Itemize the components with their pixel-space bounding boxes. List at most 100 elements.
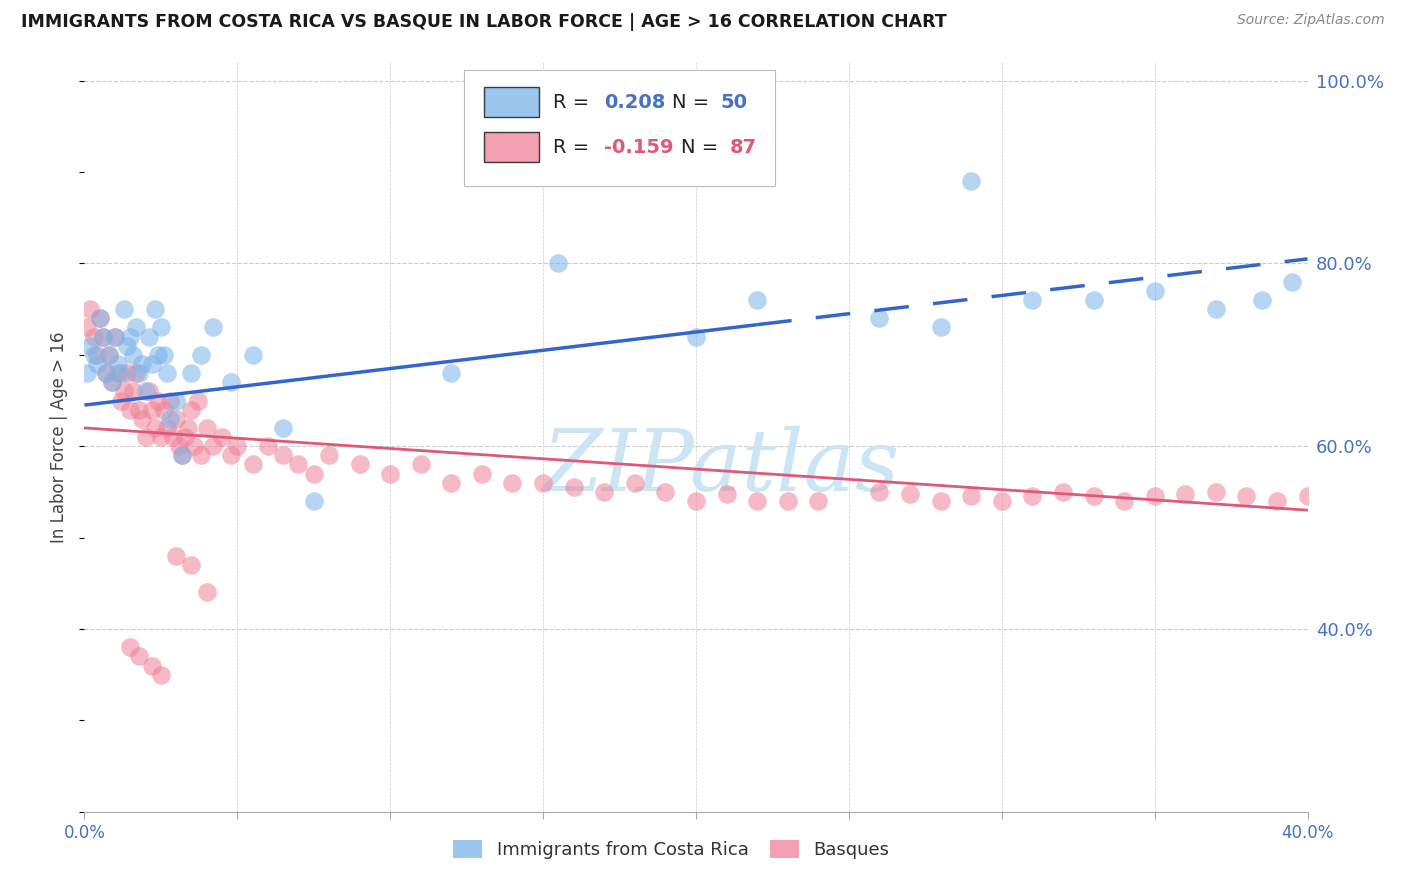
Point — [271, 421, 294, 435]
Point — [104, 329, 127, 343]
Text: IMMIGRANTS FROM COSTA RICA VS BASQUE IN LABOR FORCE | AGE > 16 CORRELATION CHART: IMMIGRANTS FROM COSTA RICA VS BASQUE IN … — [21, 13, 946, 31]
Point — [1250, 293, 1272, 307]
FancyBboxPatch shape — [484, 87, 540, 117]
Point — [97, 348, 120, 362]
Point — [138, 384, 160, 399]
Point — [138, 329, 160, 343]
Text: N =: N = — [682, 137, 724, 157]
Point — [180, 402, 202, 417]
Point — [1281, 275, 1303, 289]
Point — [107, 366, 129, 380]
Point — [1205, 484, 1227, 499]
Point — [201, 320, 224, 334]
Point — [91, 329, 114, 343]
Point — [115, 339, 138, 353]
Point — [125, 366, 148, 380]
Point — [101, 376, 124, 390]
Point — [318, 448, 340, 462]
Point — [79, 302, 101, 317]
Point — [94, 366, 117, 380]
Point — [471, 467, 494, 481]
Point — [156, 421, 179, 435]
Text: 0.208: 0.208 — [605, 93, 665, 112]
Point — [409, 458, 432, 472]
Point — [1265, 494, 1288, 508]
Point — [146, 348, 169, 362]
FancyBboxPatch shape — [484, 132, 540, 162]
Point — [190, 448, 212, 462]
Point — [1174, 487, 1197, 501]
Point — [112, 384, 135, 399]
Point — [1052, 484, 1074, 499]
Point — [716, 487, 738, 501]
Point — [180, 558, 202, 572]
Point — [271, 448, 294, 462]
Y-axis label: In Labor Force | Age > 16: In Labor Force | Age > 16 — [51, 331, 69, 543]
Text: R =: R = — [553, 93, 595, 112]
Point — [242, 458, 264, 472]
Point — [143, 421, 166, 435]
Point — [128, 649, 150, 664]
Point — [122, 384, 145, 399]
Point — [1114, 494, 1136, 508]
Point — [86, 348, 108, 362]
Text: N =: N = — [672, 93, 716, 112]
Point — [380, 467, 402, 481]
Point — [125, 320, 148, 334]
Point — [1083, 293, 1105, 307]
Point — [747, 494, 769, 508]
Point — [107, 357, 129, 371]
Point — [131, 357, 153, 371]
Point — [242, 348, 264, 362]
Point — [165, 549, 187, 563]
Legend: Immigrants from Costa Rica, Basques: Immigrants from Costa Rica, Basques — [446, 832, 897, 866]
Point — [146, 393, 169, 408]
Point — [141, 402, 163, 417]
Point — [83, 348, 105, 362]
Point — [1236, 490, 1258, 504]
Point — [1143, 490, 1166, 504]
Point — [159, 412, 181, 426]
Point — [195, 421, 218, 435]
Text: 87: 87 — [730, 137, 758, 157]
Point — [153, 348, 176, 362]
Point — [440, 475, 463, 490]
Point — [219, 448, 242, 462]
Point — [156, 366, 179, 380]
Point — [159, 393, 181, 408]
Point — [257, 439, 280, 453]
Text: R =: R = — [553, 137, 595, 157]
Point — [165, 412, 187, 426]
Point — [1021, 490, 1043, 504]
Point — [190, 348, 212, 362]
Point — [174, 430, 197, 444]
Point — [211, 430, 233, 444]
Point — [960, 174, 983, 188]
Point — [1143, 284, 1166, 298]
Point — [167, 439, 190, 453]
Point — [807, 494, 830, 508]
Point — [219, 376, 242, 390]
Point — [141, 357, 163, 371]
Point — [302, 494, 325, 508]
Point — [991, 494, 1014, 508]
Point — [349, 458, 371, 472]
Point — [226, 439, 249, 453]
Point — [195, 585, 218, 599]
Point — [128, 402, 150, 417]
Point — [131, 412, 153, 426]
Point — [685, 494, 707, 508]
Point — [183, 439, 205, 453]
Point — [960, 490, 983, 504]
Point — [112, 302, 135, 317]
Point — [94, 366, 117, 380]
Point — [502, 475, 524, 490]
Point — [747, 293, 769, 307]
Point — [869, 484, 891, 499]
Point — [654, 484, 676, 499]
Text: -0.159: -0.159 — [605, 137, 673, 157]
Point — [165, 393, 187, 408]
Point — [110, 366, 132, 380]
Text: 50: 50 — [720, 93, 748, 112]
Point — [143, 302, 166, 317]
